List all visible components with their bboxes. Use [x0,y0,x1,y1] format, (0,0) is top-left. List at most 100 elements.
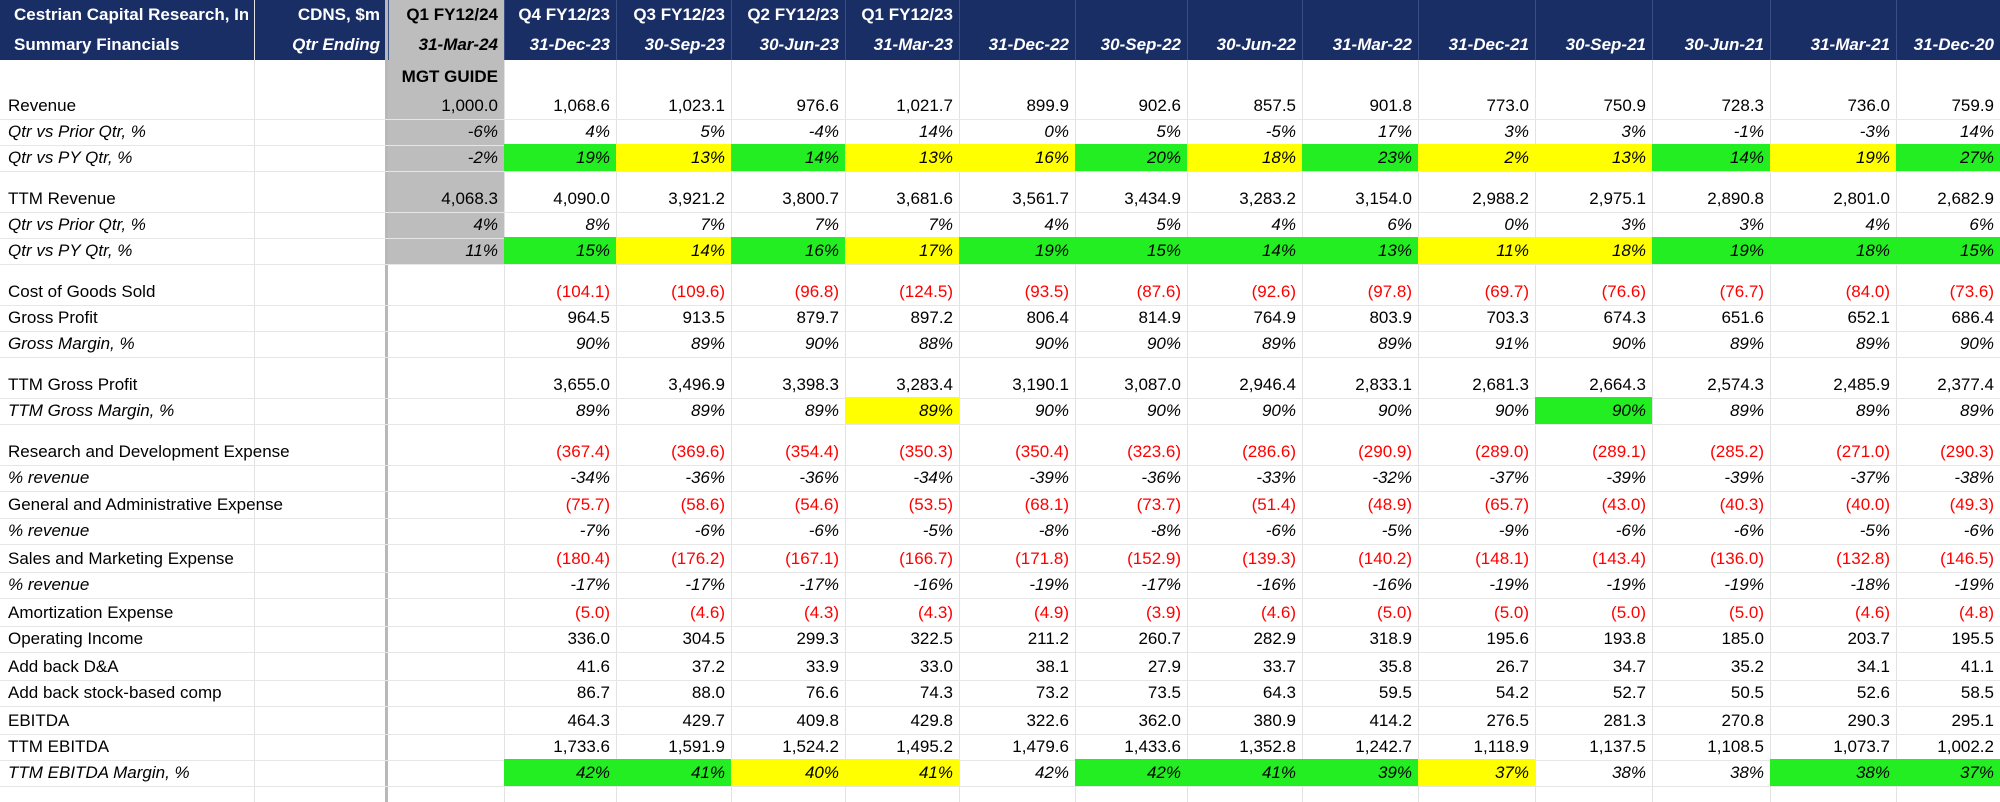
table-cell[interactable]: 14% [731,144,845,171]
table-cell[interactable]: 1,352.8 [1239,737,1296,756]
table-cell[interactable]: 35.2 [1730,657,1764,676]
row-label[interactable]: Add back stock-based comp [8,683,222,702]
table-cell[interactable]: 33.9 [805,657,839,676]
table-cell[interactable] [388,517,504,544]
table-cell[interactable]: -16% [913,575,953,594]
table-cell[interactable]: 3,655.0 [553,375,610,394]
table-cell[interactable]: 38% [1770,759,1896,786]
table-cell[interactable]: 429.8 [910,711,953,730]
table-cell[interactable]: 4% [1865,215,1890,234]
table-cell[interactable]: 52.7 [1612,683,1646,702]
table-cell[interactable]: -17% [799,575,839,594]
table-cell[interactable]: 39% [1302,759,1418,786]
table-cell[interactable]: 14% [616,237,731,264]
table-cell[interactable]: -1% [1733,122,1764,141]
table-cell[interactable]: 4,090.0 [553,189,610,208]
table-cell[interactable]: -19% [1029,575,1069,594]
table-cell[interactable]: 2,664.3 [1589,375,1646,394]
table-cell[interactable]: (92.6) [1251,282,1296,301]
row-label[interactable]: TTM Gross Profit [8,375,138,394]
table-cell[interactable]: 42% [504,759,616,786]
table-cell[interactable]: 7% [928,215,953,234]
table-cell[interactable]: 50.5 [1730,683,1764,702]
table-cell[interactable]: 27% [1896,144,2000,171]
table-cell[interactable]: -8% [1038,521,1069,540]
table-cell[interactable] [388,278,504,305]
table-cell[interactable]: 91% [1494,334,1529,353]
table-cell[interactable]: 1,591.9 [668,737,725,756]
table-cell[interactable]: 1,068.6 [553,96,610,115]
table-cell[interactable]: 89% [1959,401,1994,420]
table-cell[interactable]: 89% [575,401,610,420]
table-cell[interactable]: (40.0) [1845,495,1890,514]
table-cell[interactable]: -5% [922,521,953,540]
table-cell[interactable]: 42% [1034,763,1069,782]
table-cell[interactable]: 7% [700,215,725,234]
table-cell[interactable]: 14% [918,122,953,141]
table-cell[interactable]: (369.6) [671,442,725,461]
table-cell[interactable]: 195.6 [1486,629,1529,648]
table-cell[interactable]: 3,921.2 [668,189,725,208]
table-cell[interactable]: (4.6) [690,603,725,622]
table-cell[interactable]: (171.8) [1015,549,1069,568]
row-label[interactable]: Qtr vs Prior Qtr, % [8,215,146,234]
table-cell[interactable]: 857.5 [1253,96,1296,115]
table-cell[interactable]: 1,524.2 [782,737,839,756]
table-cell[interactable]: 20% [1075,144,1187,171]
table-cell[interactable]: (176.2) [671,549,725,568]
table-cell[interactable]: -5% [1381,521,1412,540]
table-cell[interactable]: 2,946.4 [1239,375,1296,394]
table-cell[interactable]: 41% [616,759,731,786]
table-cell[interactable]: -19% [1954,575,1994,594]
table-cell[interactable]: 89% [845,397,959,424]
row-label[interactable]: Add back D&A [8,657,119,676]
table-cell[interactable]: (289.0) [1475,442,1529,461]
table-cell[interactable]: 362.0 [1138,711,1181,730]
table-cell[interactable]: 89% [690,401,725,420]
table-cell[interactable]: -36% [685,468,725,487]
table-cell[interactable]: -39% [1029,468,1069,487]
frozen-pane-divider[interactable] [385,0,388,802]
table-cell[interactable]: -17% [1141,575,1181,594]
table-cell[interactable]: (5.0) [1377,603,1412,622]
table-cell[interactable]: 3,434.9 [1124,189,1181,208]
table-cell[interactable]: 380.9 [1253,711,1296,730]
table-cell[interactable]: 13% [1535,144,1652,171]
table-cell[interactable]: 322.5 [910,629,953,648]
table-cell[interactable] [388,571,504,598]
table-cell[interactable]: 54.2 [1495,683,1529,702]
table-cell[interactable]: 13% [845,144,959,171]
table-cell[interactable]: -37% [1850,468,1890,487]
table-cell[interactable]: (84.0) [1845,282,1890,301]
table-cell[interactable]: 40% [731,759,845,786]
table-cell[interactable]: 8% [585,215,610,234]
table-cell[interactable]: 73.5 [1147,683,1181,702]
table-cell[interactable]: 23% [1302,144,1418,171]
row-label[interactable]: TTM Gross Margin, % [8,401,175,420]
table-cell[interactable]: 90% [575,334,610,353]
table-cell[interactable]: 37.2 [691,657,725,676]
table-cell[interactable]: 3% [1504,122,1529,141]
table-cell[interactable]: 5% [1156,215,1181,234]
table-cell[interactable]: 11% [1418,237,1535,264]
table-cell[interactable]: (4.6) [1261,603,1296,622]
table-cell[interactable]: 464.3 [567,711,610,730]
table-cell[interactable]: 86.7 [576,683,610,702]
table-cell[interactable]: 703.3 [1486,308,1529,327]
table-cell[interactable]: -4% [808,122,839,141]
table-cell[interactable]: (93.5) [1024,282,1069,301]
table-cell[interactable]: -17% [570,575,610,594]
table-cell[interactable]: (5.0) [575,603,610,622]
table-cell[interactable]: 2,801.0 [1833,189,1890,208]
table-cell[interactable]: -32% [1372,468,1412,487]
table-cell[interactable]: -6% [808,521,839,540]
table-cell[interactable]: (75.7) [565,495,610,514]
table-cell[interactable]: 88% [918,334,953,353]
row-label[interactable]: % revenue [8,468,90,487]
table-cell[interactable] [388,679,504,706]
table-cell[interactable]: 3,190.1 [1012,375,1069,394]
table-cell[interactable]: -5% [1265,122,1296,141]
table-cell[interactable]: 193.8 [1603,629,1646,648]
table-cell[interactable]: (4.8) [1959,603,1994,622]
table-cell[interactable]: 1,137.5 [1589,737,1646,756]
